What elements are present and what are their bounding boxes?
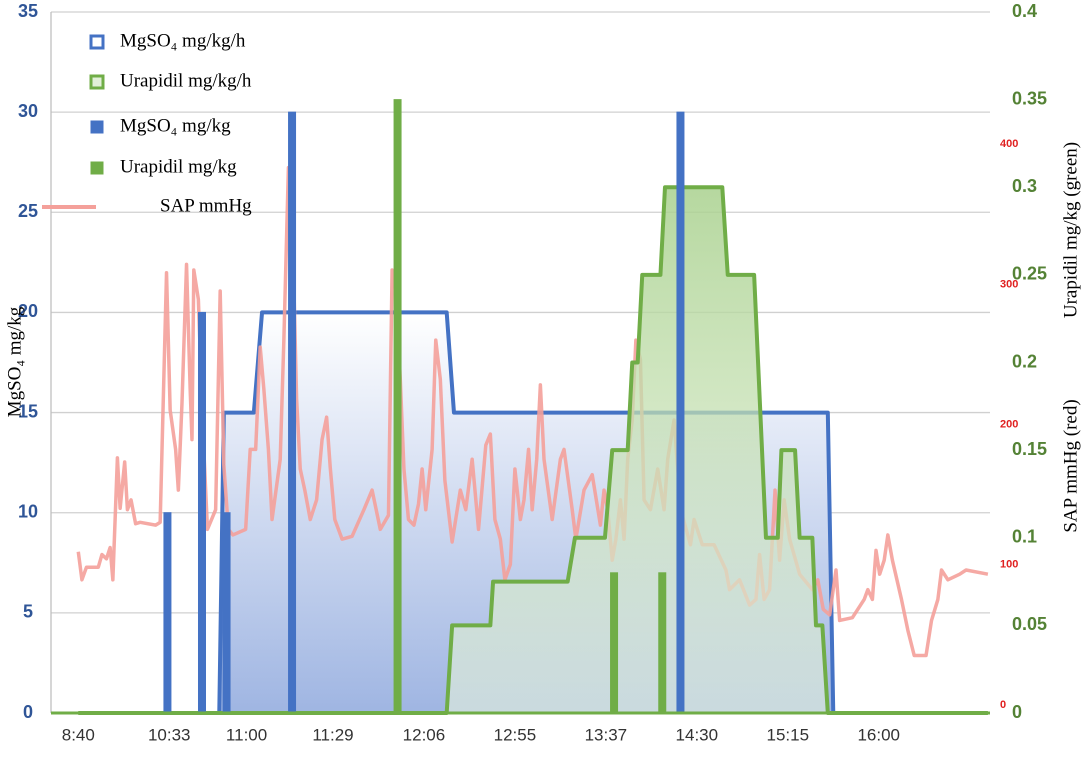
- x-tick-label: 8:40: [62, 725, 95, 744]
- bar: [393, 99, 402, 714]
- y-tick-label: 30: [18, 101, 38, 121]
- legend-label: MgSO₄ mg/kg: [120, 115, 231, 136]
- y-axis-title: MgSO₄ mg/kg: [4, 306, 25, 417]
- legend-marker: [90, 161, 104, 175]
- legend-marker: [89, 74, 105, 90]
- x-tick-label: 10:33: [148, 725, 191, 744]
- y2-tick-label: 0.25: [1012, 264, 1047, 284]
- y3-tick-label: 0: [1000, 699, 1006, 711]
- area-layer-2: [78, 185, 988, 715]
- y2-tick-label: 0.35: [1012, 88, 1047, 108]
- bar: [610, 572, 619, 714]
- y-tick-label: 25: [18, 201, 38, 221]
- bar: [222, 512, 231, 714]
- x-tick-label: 15:15: [767, 725, 810, 744]
- legend-label: Urapidil mg/kg: [120, 156, 237, 177]
- y2-tick-label: 0: [1012, 702, 1022, 722]
- y3-axis-title: SAP mmHg (red): [1060, 399, 1081, 532]
- y-tick-label: 10: [18, 501, 38, 521]
- y-tick-label: 20: [18, 301, 38, 321]
- axes: 0 5 10 15 20 25 30 35 0 0.05 0.1 0.15 0.2 0.25 0.3 0.35…: [18, 1, 1047, 745]
- y-tick-label: 15: [18, 401, 38, 421]
- y2-tick-label: 0.1: [1012, 527, 1037, 547]
- x-tick-label: 11:29: [312, 725, 353, 744]
- legend-label: SAP mmHg: [160, 195, 252, 216]
- y3-tick-label: 300: [1000, 278, 1018, 290]
- bar: [658, 572, 667, 714]
- x-tick-label: 14:30: [676, 725, 719, 744]
- x-tick-label: 16:00: [857, 725, 900, 744]
- legend-marker: [90, 120, 104, 134]
- x-tick-label: 11:00: [226, 725, 267, 744]
- y2-tick-label: 0.15: [1012, 439, 1047, 459]
- y-tick-label: 0: [23, 702, 33, 722]
- y2-tick-label: 0.3: [1012, 176, 1037, 196]
- x-tick-label: 12:06: [403, 725, 446, 744]
- bar: [163, 512, 172, 714]
- legend: MgSO₄ mg/kg/h Urapidil mg/kg/h MgSO₄ mg/kg…: [42, 30, 252, 216]
- bar: [197, 311, 206, 714]
- y-tick-label: 35: [18, 1, 38, 21]
- y3-tick-label: 200: [1000, 419, 1018, 431]
- legend-label: MgSO₄ mg/kg/h: [120, 30, 246, 51]
- y3-tick-label: 400: [1000, 138, 1018, 150]
- area-line: [78, 185, 988, 715]
- y-tick-label: 5: [23, 602, 33, 622]
- area-line: [217, 310, 836, 714]
- area-fill: [78, 187, 988, 713]
- bar: [288, 111, 297, 714]
- legend-label: Urapidil mg/kg/h: [120, 70, 252, 91]
- legend-marker: [89, 34, 105, 50]
- y3-tick-label: 100: [1000, 559, 1018, 571]
- y2-tick-label: 0.2: [1012, 351, 1037, 371]
- x-tick-label: 12:55: [494, 725, 537, 744]
- x-tick-label: 13:37: [585, 725, 628, 744]
- y2-axis-title: Urapidil mg/kg (green): [1060, 142, 1081, 318]
- y2-tick-label: 0.05: [1012, 614, 1047, 634]
- bar: [676, 111, 685, 714]
- bar-layer: [163, 99, 685, 714]
- y2-tick-label: 0.4: [1012, 1, 1037, 21]
